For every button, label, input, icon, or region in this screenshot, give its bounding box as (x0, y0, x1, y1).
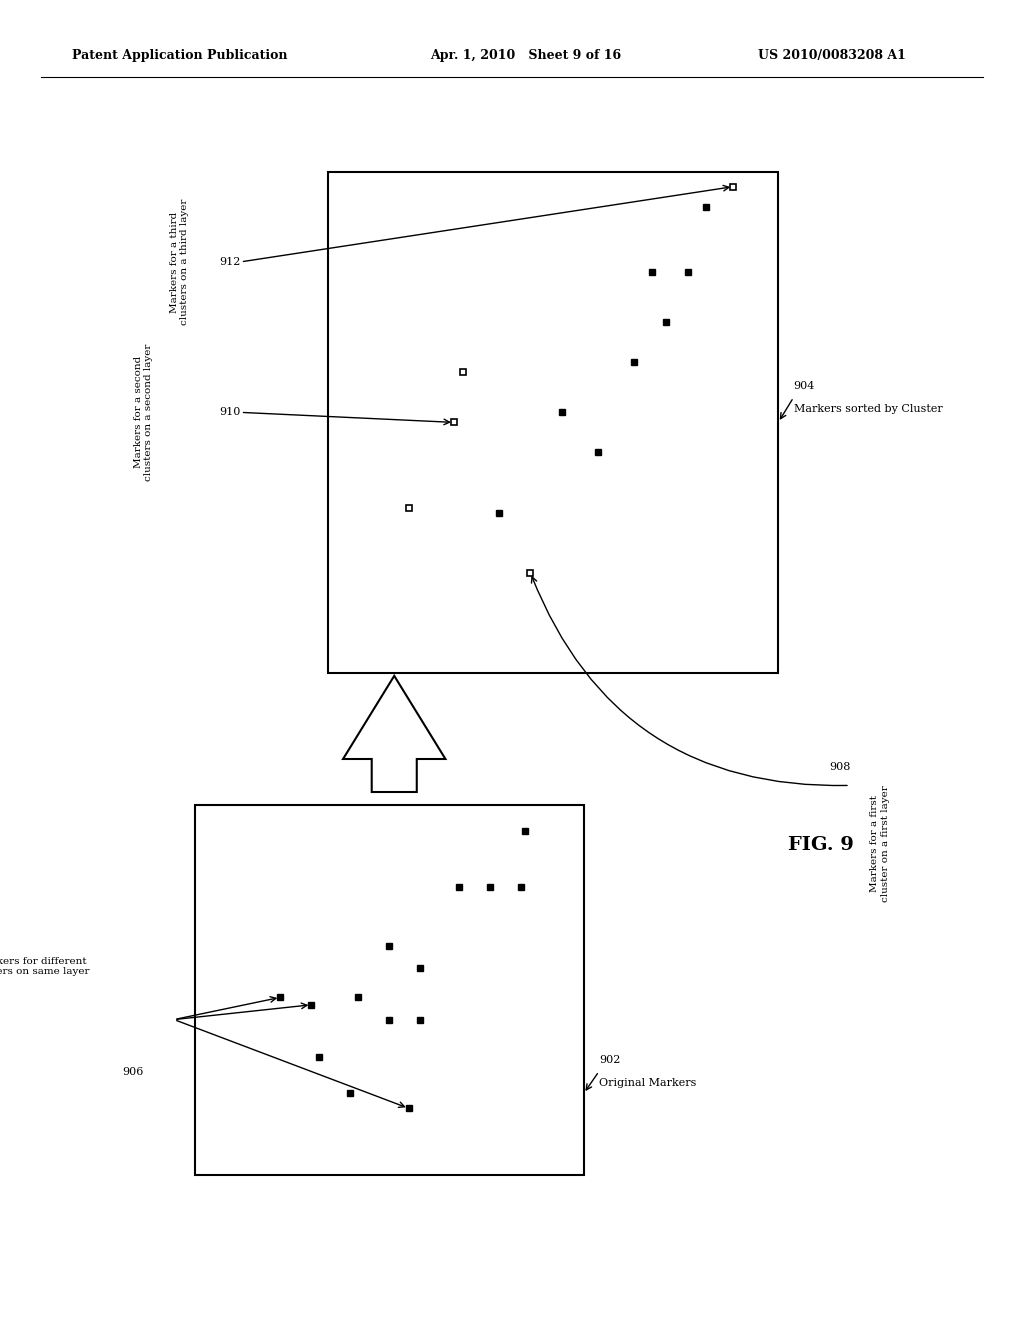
Text: 912: 912 (219, 257, 241, 267)
Text: Markers sorted by Cluster: Markers sorted by Cluster (794, 404, 942, 414)
Text: Original Markers: Original Markers (599, 1078, 696, 1088)
Bar (195, 805, 584, 1175)
Text: 904: 904 (794, 380, 815, 391)
Text: Patent Application Publication: Patent Application Publication (72, 49, 287, 62)
Text: Markers for different
clusters on same layer: Markers for different clusters on same l… (0, 957, 90, 977)
Text: Apr. 1, 2010   Sheet 9 of 16: Apr. 1, 2010 Sheet 9 of 16 (430, 49, 622, 62)
Text: 908: 908 (829, 762, 851, 772)
Text: US 2010/0083208 A1: US 2010/0083208 A1 (758, 49, 905, 62)
Text: 910: 910 (219, 408, 241, 417)
Text: 902: 902 (599, 1055, 621, 1065)
Text: Markers for a third
clusters on a third layer: Markers for a third clusters on a third … (170, 199, 188, 325)
Text: FIG. 9: FIG. 9 (788, 836, 854, 854)
Bar (328, 172, 778, 673)
Text: Markers for a second
clusters on a second layer: Markers for a second clusters on a secon… (134, 343, 153, 480)
Text: 906: 906 (122, 1068, 143, 1077)
Polygon shape (343, 676, 445, 792)
Text: Markers for a first
cluster on a first layer: Markers for a first cluster on a first l… (870, 785, 890, 902)
